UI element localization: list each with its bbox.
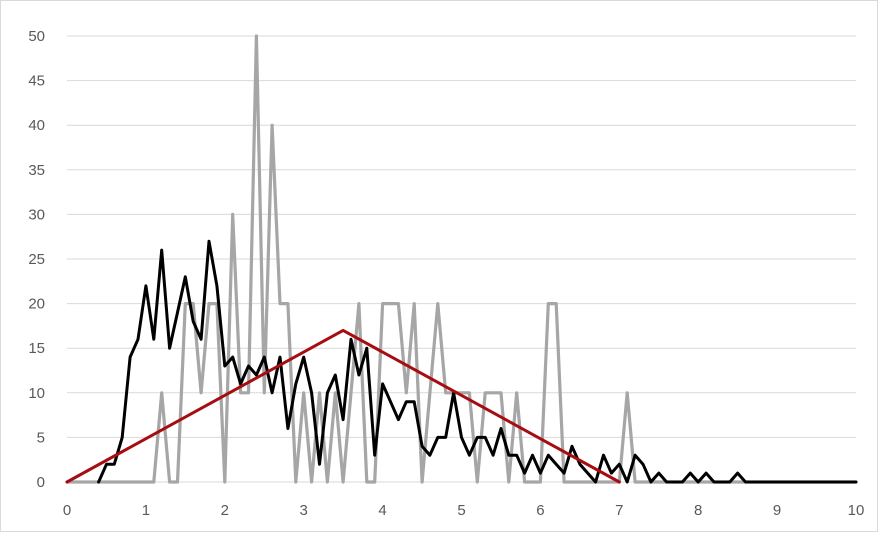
y-tick-label: 45 [28, 73, 45, 90]
y-tick-label: 5 [37, 429, 45, 446]
y-tick-label: 40 [28, 117, 45, 134]
series-red-triangle-line [65, 328, 621, 484]
x-tick-label: 0 [63, 502, 71, 519]
x-tick-label: 9 [773, 502, 781, 519]
y-tick-label: 50 [28, 28, 45, 45]
x-tick-label: 2 [221, 502, 229, 519]
series-lines [65, 34, 858, 484]
series-black-line [97, 239, 858, 484]
x-tick-label: 10 [848, 502, 865, 519]
x-tick-label: 6 [536, 502, 544, 519]
x-tick-label: 4 [378, 502, 386, 519]
y-tick-label: 35 [28, 162, 45, 179]
x-tick-label: 8 [694, 502, 702, 519]
x-tick-label: 5 [457, 502, 465, 519]
y-tick-label: 10 [28, 385, 45, 402]
y-tick-label: 25 [28, 251, 45, 268]
x-tick-label: 1 [142, 502, 150, 519]
x-axis-tick-labels: 0 1 2 3 4 5 6 7 8 9 10 [63, 502, 865, 519]
y-tick-label: 30 [28, 206, 45, 223]
gridlines [67, 35, 856, 483]
y-axis-tick-labels: 0 5 10 15 20 25 30 35 40 45 50 [28, 28, 45, 491]
y-tick-label: 15 [28, 340, 45, 357]
x-tick-label: 3 [300, 502, 308, 519]
y-tick-label: 20 [28, 296, 45, 313]
series-gray-line [65, 34, 858, 484]
x-tick-label: 7 [615, 502, 623, 519]
y-tick-label: 0 [37, 474, 45, 491]
